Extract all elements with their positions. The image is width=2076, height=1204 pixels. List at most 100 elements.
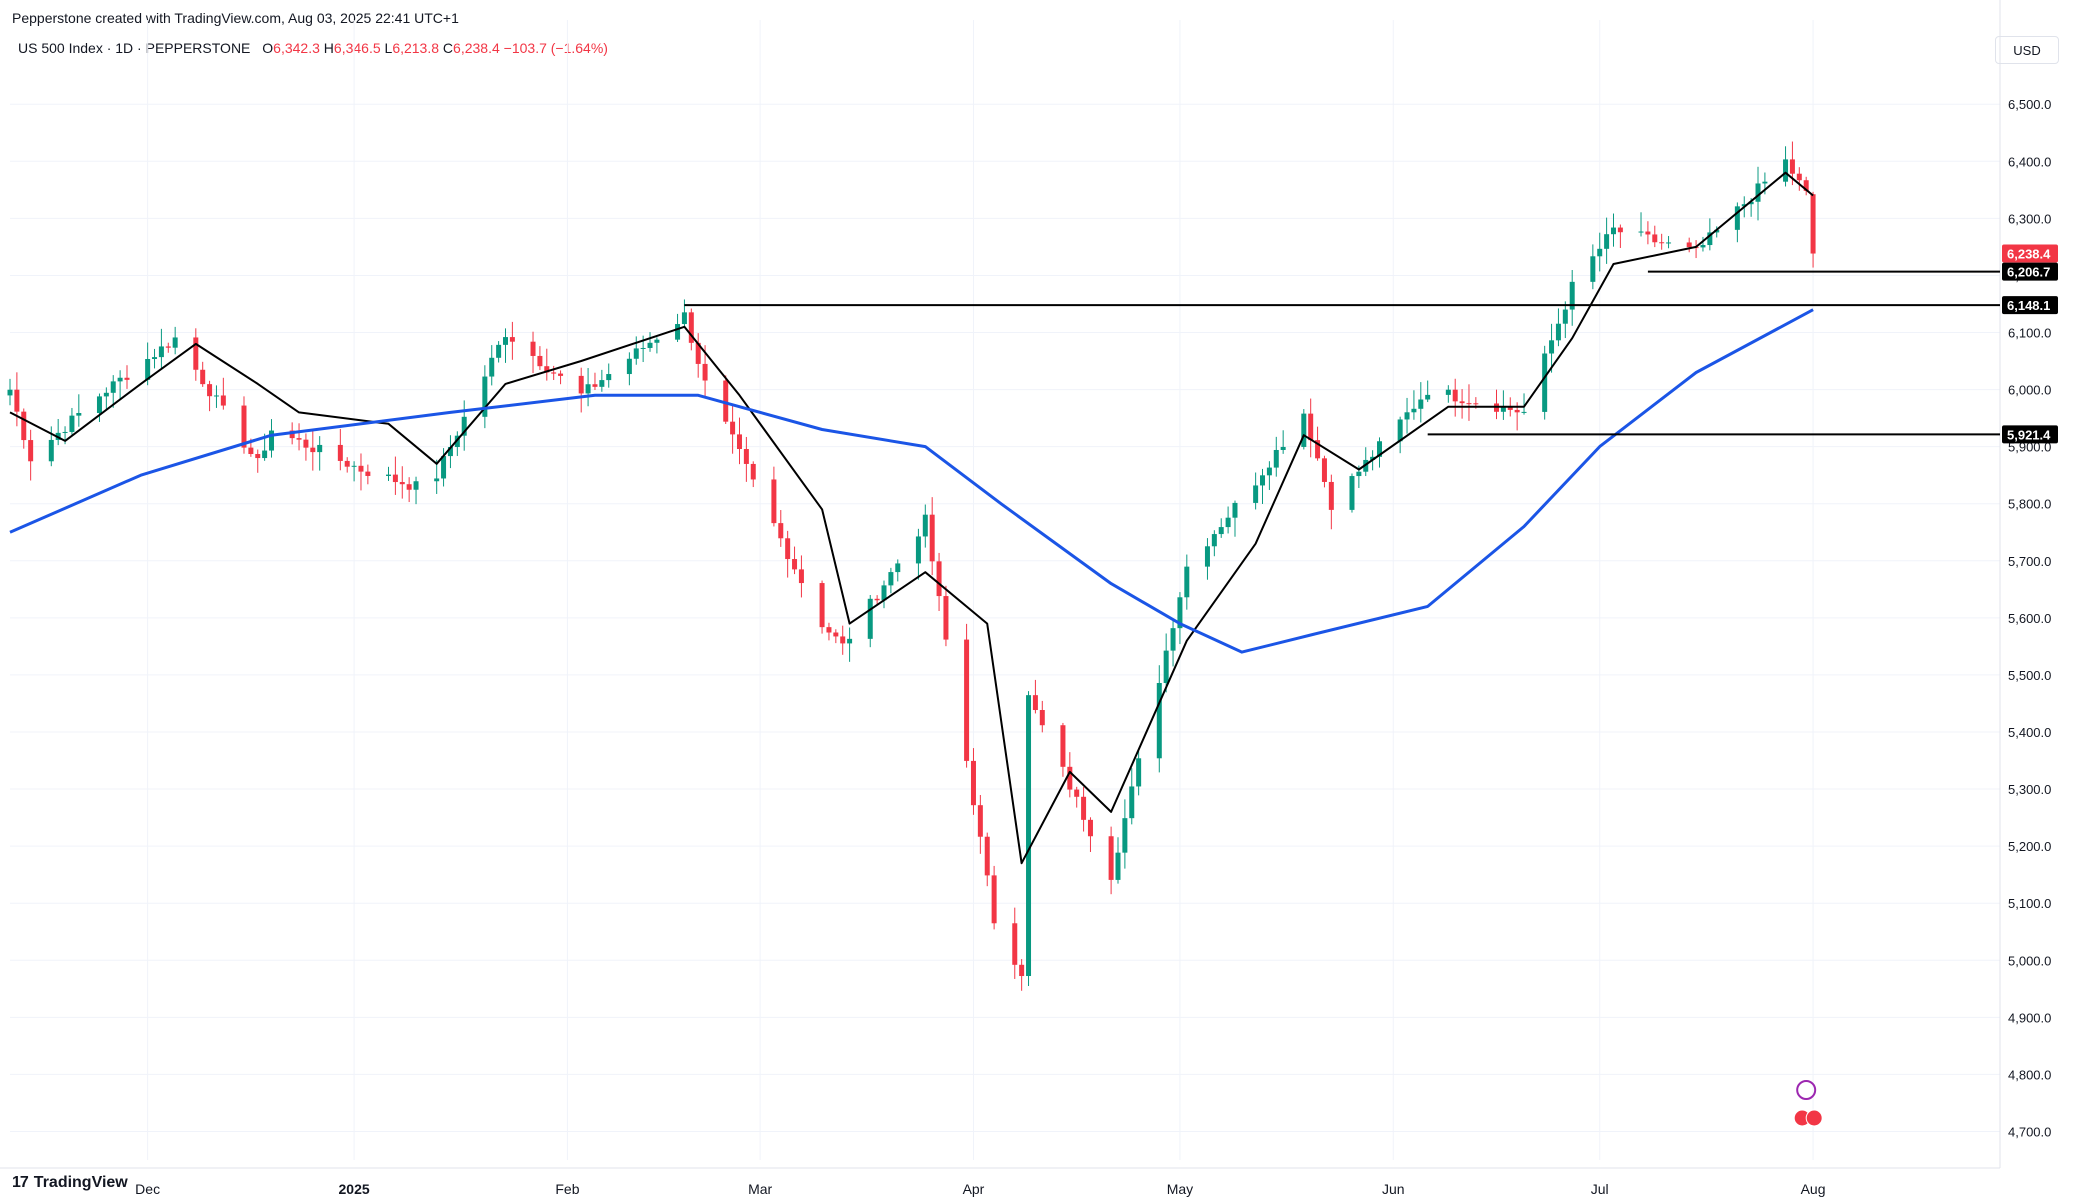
candle-body bbox=[1714, 229, 1720, 233]
candle-body bbox=[1163, 650, 1169, 684]
candle-body bbox=[1177, 597, 1183, 629]
candle-body bbox=[874, 598, 880, 601]
candle-body bbox=[213, 395, 219, 397]
candle-body bbox=[1273, 449, 1279, 468]
candle-body bbox=[1734, 206, 1740, 230]
event-flash-icon[interactable] bbox=[1796, 1080, 1817, 1100]
price-axis-label: 6,400.0 bbox=[2008, 154, 2051, 169]
candle-body bbox=[578, 375, 584, 394]
candle-body bbox=[1129, 786, 1135, 819]
candle-body bbox=[1032, 695, 1038, 711]
price-axis-label: 6,500.0 bbox=[2008, 97, 2051, 112]
currency-button[interactable]: USD bbox=[1995, 36, 2059, 64]
candle-body bbox=[399, 482, 405, 485]
candle-body bbox=[888, 572, 894, 586]
tradingview-logo[interactable]: 17 TradingView bbox=[12, 1174, 128, 1192]
candle-body bbox=[509, 337, 515, 342]
candle-body bbox=[241, 405, 247, 448]
candle-body bbox=[1666, 242, 1672, 244]
price-axis-label: 5,300.0 bbox=[2008, 782, 2051, 797]
price-axis-label: 5,800.0 bbox=[2008, 497, 2051, 512]
candle-body bbox=[915, 536, 921, 564]
candle-body bbox=[750, 463, 756, 480]
low-label: L bbox=[384, 40, 393, 56]
symbol-name[interactable]: US 500 Index · 1D · PEPPERSTONE bbox=[18, 40, 251, 56]
candle-body bbox=[1789, 159, 1795, 174]
candle-body bbox=[606, 374, 612, 381]
candle-body bbox=[503, 337, 508, 345]
candle-body bbox=[936, 561, 942, 597]
candle-body bbox=[723, 380, 729, 422]
candle-body bbox=[792, 559, 798, 570]
candle-body bbox=[585, 384, 591, 394]
candle-body bbox=[482, 376, 488, 417]
price-axis-label: 5,500.0 bbox=[2008, 668, 2051, 683]
candle-body bbox=[867, 598, 873, 639]
candle-body bbox=[152, 357, 158, 359]
last-price-tag-label: 6,238.4 bbox=[2007, 247, 2051, 262]
tradingview-logo-icon: 17 bbox=[12, 1174, 29, 1191]
chart-attribution: Pepperstone created with TradingView.com… bbox=[12, 10, 459, 26]
candle-body bbox=[1411, 408, 1417, 413]
candle-body bbox=[1659, 242, 1665, 244]
candle-body bbox=[1507, 406, 1513, 410]
candle-body bbox=[1645, 231, 1651, 235]
candle-body bbox=[922, 514, 928, 537]
candle-body bbox=[117, 377, 123, 382]
candle-body bbox=[62, 431, 68, 433]
support-level-tag bbox=[2002, 425, 2058, 444]
price-axis-label: 5,000.0 bbox=[2008, 953, 2051, 968]
candle-body bbox=[220, 395, 226, 406]
symbol-legend: US 500 Index · 1D · PEPPERSTONE O6,342.3… bbox=[18, 40, 608, 56]
candle-body bbox=[1308, 413, 1314, 441]
price-axis-label: 6,300.0 bbox=[2008, 211, 2051, 226]
candle-body bbox=[1328, 481, 1334, 510]
tradingview-brand: TradingView bbox=[33, 1174, 128, 1191]
candle-body bbox=[1748, 201, 1754, 205]
candle-body bbox=[1356, 471, 1362, 477]
candle-body bbox=[21, 411, 27, 441]
candle-body bbox=[1445, 389, 1451, 395]
candle-body bbox=[1521, 411, 1527, 413]
candle-body bbox=[28, 440, 34, 462]
candle-body bbox=[496, 344, 502, 358]
candle-body bbox=[1707, 232, 1713, 246]
candle-body bbox=[158, 346, 164, 358]
candle-body bbox=[248, 447, 254, 455]
time-axis-label: 2025 bbox=[339, 1181, 370, 1197]
support-level-tag-label: 5,921.4 bbox=[2007, 427, 2051, 442]
candle-body bbox=[441, 456, 447, 479]
candle-body bbox=[778, 523, 784, 539]
candle-body bbox=[1026, 695, 1032, 977]
candle-body bbox=[1108, 836, 1114, 880]
candle-body bbox=[1466, 403, 1472, 405]
candle-body bbox=[1638, 231, 1644, 233]
moving-average-slow bbox=[9, 308, 1814, 654]
candle-body bbox=[929, 514, 935, 562]
economic-event-icon[interactable] bbox=[1805, 1109, 1823, 1127]
candle-body bbox=[103, 392, 109, 397]
close-label: C bbox=[442, 40, 454, 56]
candle-body bbox=[1425, 394, 1431, 400]
candle-body bbox=[1232, 502, 1238, 518]
high-label: H bbox=[323, 40, 334, 56]
time-axis-label: Jul bbox=[1591, 1181, 1609, 1197]
price-axis-label: 5,700.0 bbox=[2008, 554, 2051, 569]
candle-body bbox=[970, 760, 976, 806]
candle-body bbox=[599, 380, 605, 387]
candle-body bbox=[365, 471, 371, 476]
open-value: 6,342.3 bbox=[273, 40, 320, 56]
candle-body bbox=[833, 632, 839, 637]
candle-body bbox=[1590, 256, 1596, 282]
candle-body bbox=[392, 474, 398, 483]
candle-body bbox=[544, 366, 550, 373]
candle-body bbox=[447, 447, 453, 457]
time-axis-label: Aug bbox=[1801, 1181, 1826, 1197]
candle-body bbox=[681, 312, 687, 325]
candle-body bbox=[14, 389, 20, 412]
candle-body bbox=[1418, 399, 1424, 409]
candle-body bbox=[1012, 923, 1018, 965]
candle-body bbox=[1459, 401, 1465, 404]
low-value: 6,213.8 bbox=[392, 40, 440, 56]
